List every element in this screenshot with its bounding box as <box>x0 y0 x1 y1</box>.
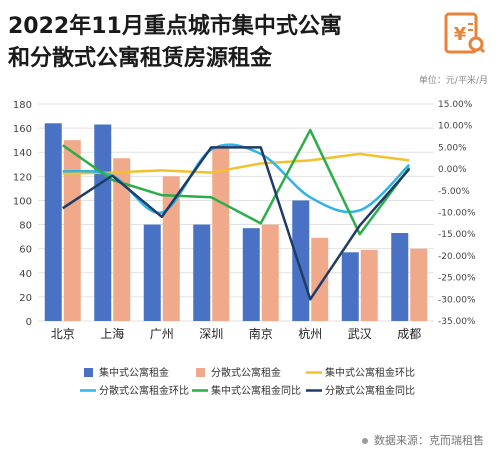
bar <box>242 228 260 321</box>
bar <box>311 237 329 321</box>
category-label: 杭州 <box>298 326 322 341</box>
legend-label: 分散式公寓租金环比 <box>99 384 189 397</box>
right-tick-label: -20.00% <box>438 252 476 262</box>
left-tick-label: 40 <box>19 269 32 280</box>
data-source: 数据来源：克而瑞租售 <box>362 432 484 448</box>
legend-swatch <box>196 368 205 377</box>
category-label: 北京 <box>51 327 75 341</box>
category-label: 成都 <box>397 327 421 341</box>
left-tick-label: 100 <box>13 196 32 207</box>
unit-label: 单位：元/平米/月 <box>418 76 488 86</box>
series-line <box>62 146 411 301</box>
chart-title-line2: 和分散式公寓租赁房源租金 <box>8 46 273 71</box>
legend-label: 集中式公寓租金 <box>99 366 169 379</box>
legend-label: 分散式公寓租金同比 <box>325 384 415 397</box>
left-tick-label: 80 <box>19 221 32 232</box>
chart-area: 0 20 40 60 80 100 120 140 160 180 -35.00% -30.00% -2… <box>13 100 476 397</box>
right-tick-label: -30.00% <box>438 295 476 305</box>
bar <box>341 252 359 321</box>
bar <box>360 249 378 321</box>
right-tick-label: -15.00% <box>438 230 476 240</box>
left-tick-label: 160 <box>13 124 32 135</box>
category-label: 武汉 <box>348 327 372 341</box>
left-tick-label: 180 <box>13 100 32 111</box>
left-tick-label: 120 <box>13 172 32 183</box>
bar <box>212 147 230 321</box>
bar <box>391 232 409 321</box>
left-tick-label: 20 <box>19 293 32 304</box>
right-tick-label: 5.00% <box>438 143 467 153</box>
legend-swatch <box>84 368 93 377</box>
category-label: 广州 <box>150 327 174 341</box>
right-tick-label: 10.00% <box>438 122 473 132</box>
right-tick-label: -35.00% <box>438 317 476 327</box>
bar <box>410 248 428 321</box>
legend-label: 集中式公寓租金环比 <box>325 366 415 379</box>
bar <box>113 158 131 321</box>
category-label: 南京 <box>249 326 273 341</box>
bar <box>143 224 161 321</box>
right-tick-label: 0.00% <box>438 165 467 175</box>
left-tick-label: 140 <box>13 148 32 159</box>
bar <box>162 176 180 321</box>
bar <box>261 224 279 321</box>
category-label: 上海 <box>100 326 124 341</box>
series-line <box>62 152 410 175</box>
bullet-icon <box>362 438 368 444</box>
right-tick-label: -5.00% <box>438 187 470 197</box>
right-tick-label: 15.00% <box>438 100 473 110</box>
right-tick-label: -10.00% <box>438 209 476 219</box>
bar <box>94 124 112 321</box>
legend-label: 分散式公寓租金 <box>211 366 281 379</box>
bar <box>193 224 211 321</box>
left-tick-label: 60 <box>19 245 32 256</box>
chart-title-line1: 2022年11月重点城市集中式公寓 <box>8 14 342 39</box>
bar <box>44 123 62 322</box>
bar <box>292 200 310 321</box>
right-tick-label: -25.00% <box>438 274 476 284</box>
category-label: 深圳 <box>199 327 223 341</box>
legend-label: 集中式公寓租金同比 <box>211 384 301 397</box>
rent-receipt-logo-icon: ¥ <box>444 12 486 54</box>
svg-text:¥: ¥ <box>454 24 467 45</box>
bar <box>63 140 81 321</box>
data-source-text: 数据来源：克而瑞租售 <box>374 434 484 447</box>
left-tick-label: 0 <box>26 317 32 328</box>
